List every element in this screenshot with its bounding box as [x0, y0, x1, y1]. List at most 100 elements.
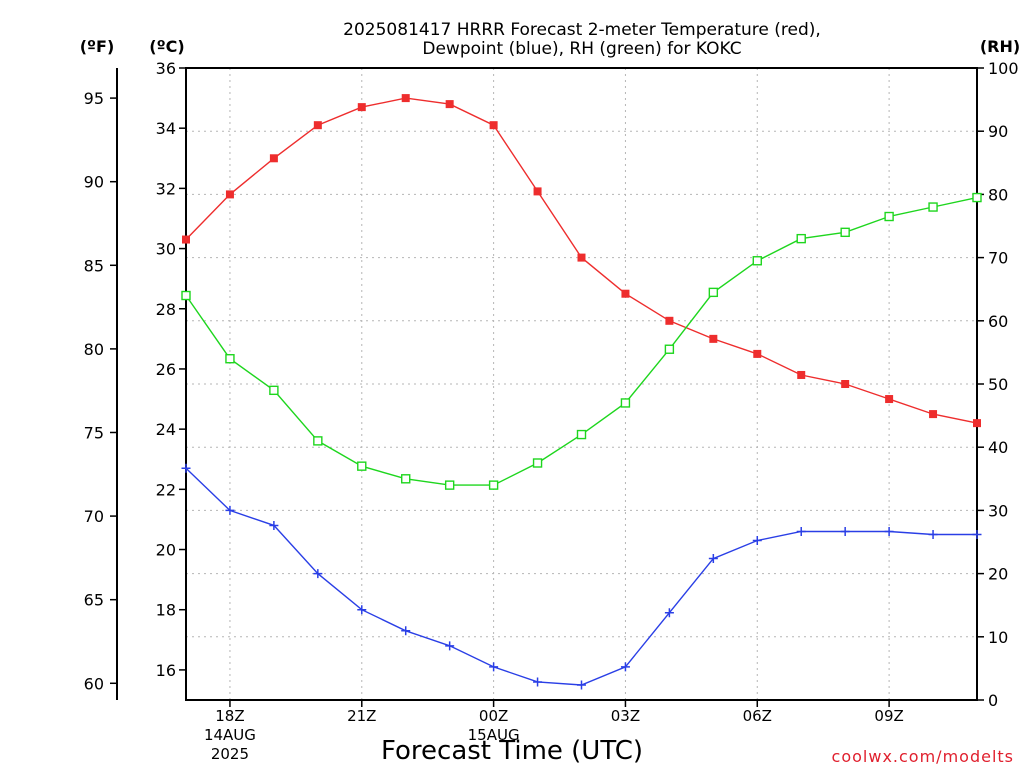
- chart-tick-labels: 16 18 20 22 24 26 28 30 32 34 36 60 65 70 75 80 85 90 95 0 1…: [84, 59, 1019, 763]
- fahrenheit-tick-label: 90: [84, 173, 104, 192]
- dewpoint-point: [884, 526, 894, 536]
- rh-tick-label: 20: [988, 565, 1008, 584]
- celsius-tick-label: 18: [156, 601, 176, 620]
- celsius-unit-label: (ºC): [149, 37, 184, 56]
- temperature-point: [313, 121, 322, 130]
- dewpoint-point: [708, 554, 718, 564]
- x-tick-label: 06Z: [743, 707, 772, 725]
- rh-point: [532, 458, 543, 468]
- dewpoint-point: [401, 626, 411, 636]
- rh-point: [620, 398, 631, 408]
- temperature-point: [533, 187, 542, 196]
- fahrenheit-tick-label: 80: [84, 340, 104, 359]
- temperature-point: [753, 349, 762, 358]
- rh-point: [269, 385, 279, 396]
- fahrenheit-tick-label: 65: [84, 591, 104, 610]
- temperature-point: [445, 100, 454, 109]
- temperature-point: [182, 235, 190, 244]
- fahrenheit-tick-label: 95: [84, 89, 104, 108]
- rh-tick-label: 60: [988, 312, 1008, 331]
- celsius-tick-label: 24: [156, 420, 176, 439]
- rh-tick-label: 100: [988, 59, 1019, 78]
- rh-point: [884, 211, 894, 222]
- temperature-point: [973, 419, 981, 428]
- x-tick-label: 14AUG: [204, 726, 256, 744]
- temperature-point: [401, 94, 410, 103]
- x-tick-label: 15AUG: [468, 726, 520, 744]
- dewpoint-point: [577, 680, 586, 690]
- rh-point: [576, 429, 587, 440]
- x-tick-label: 09Z: [874, 707, 903, 725]
- chart-title-line-2: Dewpoint (blue), RH (green) for KOKC: [422, 39, 741, 59]
- dewpoint-point: [840, 526, 850, 536]
- dewpoint-point: [357, 605, 367, 615]
- dewpoint-point: [533, 677, 543, 687]
- rh-tick-label: 30: [988, 501, 1008, 520]
- dewpoint-point: [752, 535, 762, 545]
- temperature-point: [885, 395, 894, 404]
- rh-tick-label: 0: [988, 691, 998, 710]
- chart-title: 2025081417 HRRR Forecast 2-meter Tempera…: [343, 20, 821, 59]
- temperature-point: [269, 154, 278, 163]
- temperature-point: [929, 410, 938, 419]
- dewpoint-point: [225, 505, 235, 515]
- celsius-tick-label: 22: [156, 480, 176, 499]
- fahrenheit-tick-label: 70: [84, 507, 104, 526]
- dewpoint-point: [313, 569, 323, 579]
- chart-axes: [110, 67, 984, 707]
- celsius-tick-label: 30: [156, 240, 176, 259]
- dewpoint-point: [664, 608, 674, 618]
- rh-point: [796, 233, 806, 244]
- x-axis-label: Forecast Time (UTC): [381, 736, 643, 766]
- x-tick-label: 03Z: [611, 707, 640, 725]
- rh-point: [928, 202, 938, 212]
- celsius-tick-label: 16: [156, 661, 176, 680]
- rh-point: [444, 480, 455, 490]
- celsius-tick-label: 32: [156, 179, 176, 198]
- rh-point: [708, 287, 719, 298]
- celsius-tick-label: 36: [156, 59, 176, 78]
- rh-tick-label: 70: [988, 249, 1008, 268]
- fahrenheit-unit-label: (ºF): [80, 37, 115, 56]
- chart-grid: [186, 68, 977, 700]
- rh-tick-label: 40: [988, 438, 1008, 457]
- dewpoint-point: [928, 529, 938, 539]
- x-tick-label: 18Z: [215, 707, 244, 725]
- celsius-tick-label: 28: [156, 300, 176, 319]
- temperature-point: [841, 380, 850, 388]
- chart-series: [181, 94, 982, 690]
- rh-tick-label: 10: [988, 628, 1008, 647]
- dewpoint-point: [445, 641, 455, 651]
- dewpoint-point: [181, 463, 191, 473]
- celsius-tick-label: 26: [156, 360, 176, 379]
- celsius-tick-label: 34: [156, 119, 176, 138]
- temperature-point: [489, 121, 498, 130]
- fahrenheit-tick-label: 60: [84, 674, 104, 693]
- temperature-point: [709, 334, 718, 343]
- temperature-point: [225, 190, 234, 199]
- rh-point: [972, 192, 982, 203]
- rh-point: [313, 436, 323, 446]
- dewpoint-point: [269, 520, 279, 530]
- temperature-point: [797, 370, 806, 379]
- rh-point: [488, 480, 499, 490]
- rh-tick-label: 50: [988, 375, 1008, 394]
- rh-tick-label: 90: [988, 122, 1008, 141]
- rh-point: [664, 344, 675, 354]
- fahrenheit-tick-label: 85: [84, 256, 104, 275]
- temperature-point: [357, 103, 366, 112]
- rh-tick-label: 80: [988, 185, 1008, 204]
- temperature-point: [577, 253, 586, 262]
- x-tick-label: 21Z: [347, 707, 376, 725]
- dewpoint-point: [489, 662, 499, 672]
- rh-point: [357, 461, 367, 471]
- x-tick-label: 2025: [211, 745, 249, 763]
- rh-point: [840, 227, 850, 238]
- dewpoint-line: [185, 467, 977, 686]
- rh-point: [181, 290, 191, 301]
- rh-line: [185, 196, 978, 486]
- dewpoint-point: [796, 526, 806, 536]
- rh-point: [225, 354, 235, 364]
- source-credit: coolwx.com/modelts: [832, 747, 1014, 766]
